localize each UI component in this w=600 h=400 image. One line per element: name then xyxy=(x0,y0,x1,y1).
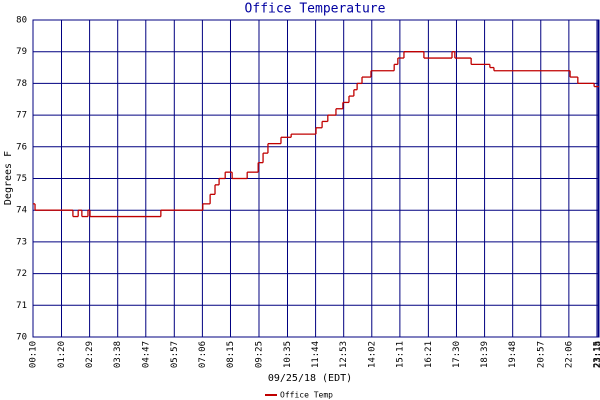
x-tick-label: 15:11 xyxy=(395,341,405,368)
y-tick-label: 77 xyxy=(16,111,27,121)
y-tick-label: 76 xyxy=(16,142,27,152)
legend-label: Office Temp xyxy=(280,391,333,400)
x-tick-label: 20:57 xyxy=(536,341,546,368)
y-tick-label: 78 xyxy=(16,79,27,89)
x-tick-label: 05:57 xyxy=(170,341,180,368)
x-tick-label: 12:53 xyxy=(339,341,349,368)
y-tick-label: 70 xyxy=(16,333,27,343)
y-tick-label: 73 xyxy=(16,237,27,247)
x-tick-label: 00:10 xyxy=(29,341,39,368)
x-tick-label: 11:44 xyxy=(311,341,321,368)
y-tick-label: 71 xyxy=(16,301,27,311)
x-tick-label: 10:35 xyxy=(283,341,293,368)
x-tick-label: 17:30 xyxy=(452,341,462,368)
x-tick-label: 07:06 xyxy=(198,341,208,368)
x-tick-label: 14:02 xyxy=(367,341,377,368)
x-tick-label: 22:06 xyxy=(564,341,574,368)
y-tick-label: 80 xyxy=(16,16,27,26)
x-axis-label: 09/25/18 (EDT) xyxy=(268,373,352,384)
x-tick-label: 23:18 xyxy=(594,341,600,368)
y-tick-label: 75 xyxy=(16,174,27,184)
x-tick-label: 19:48 xyxy=(508,341,518,368)
x-tick-label: 01:20 xyxy=(57,341,67,368)
x-tick-label: 23:15 xyxy=(592,341,600,368)
x-tick-label: 18:39 xyxy=(480,341,490,368)
y-tick-label: 74 xyxy=(16,206,27,216)
x-tick-label: 04:47 xyxy=(141,341,151,368)
x-tick-label: 03:38 xyxy=(113,341,123,368)
y-tick-label: 72 xyxy=(16,269,27,279)
y-axis-label: Degrees F xyxy=(3,151,14,205)
chart-title: Office Temperature xyxy=(245,2,386,17)
x-tick-label: 08:15 xyxy=(226,341,236,368)
x-tick-label: 16:21 xyxy=(424,341,434,368)
x-tick-label: 02:29 xyxy=(85,341,95,368)
y-tick-label: 79 xyxy=(16,47,27,57)
x-tick-label: 09:25 xyxy=(254,341,264,368)
